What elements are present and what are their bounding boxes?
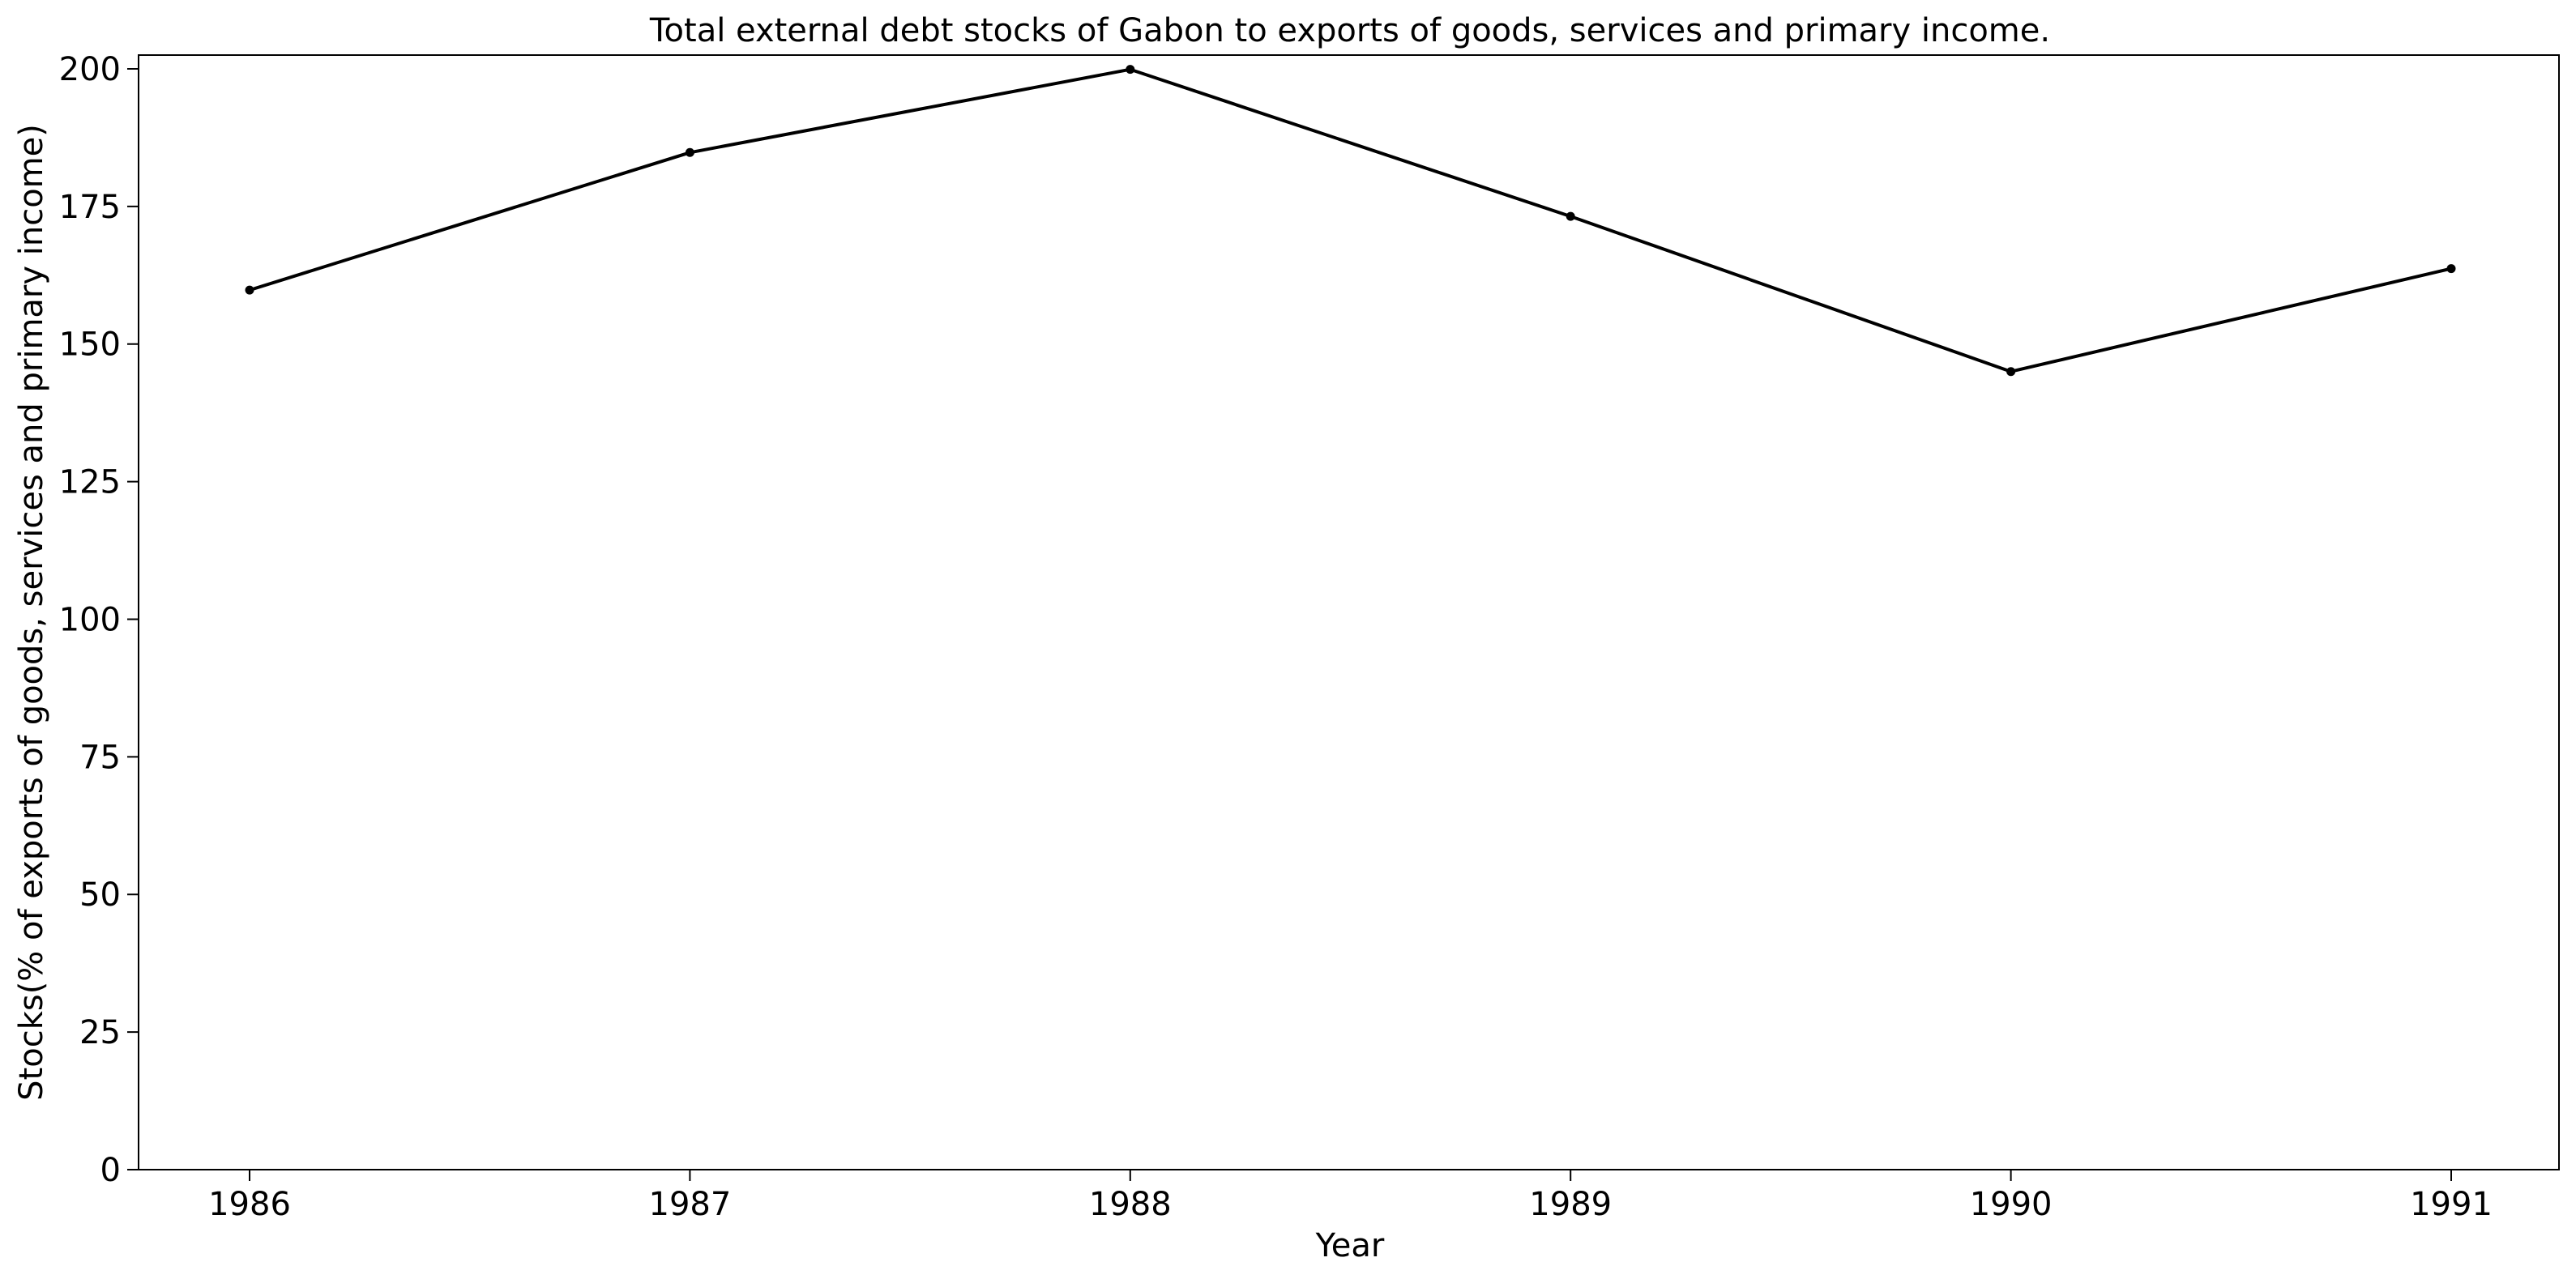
plot-area-frame: [138, 54, 2560, 1170]
data-point: [1126, 65, 1135, 75]
y-tick-label: 125: [59, 464, 121, 501]
chart-title: Total external debt stocks of Gabon to e…: [649, 12, 2050, 49]
x-tick-label: 1990: [1970, 1186, 2053, 1223]
x-axis-ticks: 1986 1987 1988 1989 1990 1991: [208, 1170, 2493, 1223]
y-tick-label: 75: [79, 739, 121, 776]
data-point: [245, 285, 254, 295]
y-tick-label: 100: [59, 601, 121, 638]
y-tick-label: 175: [59, 189, 121, 226]
x-tick-label: 1991: [2410, 1186, 2493, 1223]
series-line: [249, 67, 2452, 373]
y-axis-ticks: 0 25 50 75 100 125 150 175 200: [59, 51, 139, 1189]
x-tick-label: 1988: [1089, 1186, 1172, 1223]
data-point: [1566, 211, 1575, 221]
series-markers: [245, 65, 2456, 377]
data-point: [2006, 367, 2016, 377]
y-tick-label: 200: [59, 51, 121, 88]
x-tick-label: 1989: [1529, 1186, 1612, 1223]
y-tick-label: 50: [79, 876, 121, 914]
y-tick-label: 0: [100, 1152, 121, 1189]
y-tick-label: 25: [79, 1014, 121, 1051]
data-point: [685, 147, 694, 157]
data-point: [2446, 264, 2456, 274]
x-tick-label: 1987: [649, 1186, 732, 1223]
x-axis-label: Year: [1315, 1227, 1385, 1264]
y-tick-label: 150: [59, 326, 121, 364]
y-axis-label: Stocks(% of exports of goods, services a…: [13, 124, 50, 1101]
x-tick-label: 1986: [208, 1186, 291, 1223]
